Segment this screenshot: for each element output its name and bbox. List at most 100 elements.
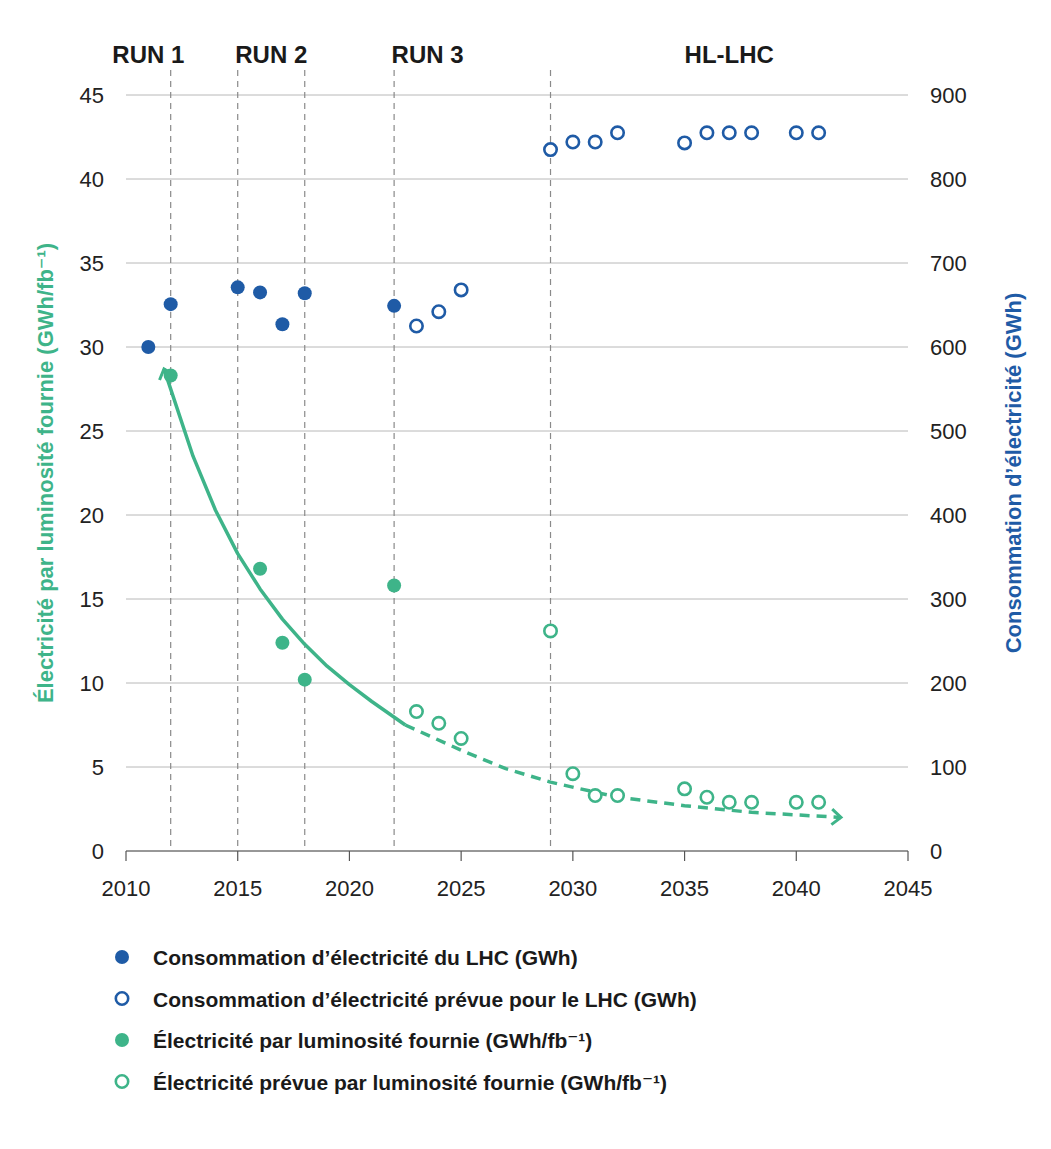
data-point: [298, 673, 312, 687]
data-point: [164, 369, 178, 383]
y2-tick-label: 400: [930, 503, 967, 528]
grid-line: [126, 683, 908, 684]
period-boundary: [550, 70, 551, 851]
legend-marker: [116, 992, 128, 1004]
grid-line: [126, 179, 908, 180]
y2-tick-label: 500: [930, 419, 967, 444]
data-point: [410, 705, 422, 717]
y-tick-label: 5: [92, 755, 104, 780]
legend-marker: [115, 950, 129, 964]
period-label: HL-LHC: [685, 41, 774, 68]
data-point: [544, 625, 556, 637]
x-tick-label: 2035: [660, 876, 709, 901]
grid-line: [126, 599, 908, 600]
data-point: [812, 796, 824, 808]
plot-area: [141, 127, 841, 825]
data-point: [723, 127, 735, 139]
period-boundary: [394, 70, 395, 851]
legend-label: Consommation d’électricité du LHC (GWh): [153, 946, 578, 969]
grid-line: [126, 347, 908, 348]
y2-tick-label: 700: [930, 251, 967, 276]
data-point: [790, 127, 802, 139]
legend-marker: [115, 1033, 129, 1047]
y-tick-label: 45: [80, 83, 104, 108]
y2-tick-label: 600: [930, 335, 967, 360]
trend-line: [405, 725, 841, 817]
data-point: [544, 143, 556, 155]
data-point: [567, 768, 579, 780]
data-point: [275, 317, 289, 331]
data-point: [455, 732, 467, 744]
data-point: [812, 127, 824, 139]
data-point: [298, 286, 312, 300]
y2-tick-label: 200: [930, 671, 967, 696]
x-tick-label: 2025: [437, 876, 486, 901]
trend-line: [164, 369, 405, 725]
data-point: [589, 136, 601, 148]
y2-tick-label: 100: [930, 755, 967, 780]
legend-label: Électricité par luminosité fournie (GWh/…: [153, 1029, 592, 1052]
x-tick-label: 2030: [548, 876, 597, 901]
data-point: [611, 127, 623, 139]
trend-arrowhead: [831, 809, 841, 824]
data-point: [701, 791, 713, 803]
period-label: RUN 1: [112, 41, 184, 68]
y2-tick-label: 800: [930, 167, 967, 192]
data-point: [164, 297, 178, 311]
data-point: [387, 579, 401, 593]
period-label: RUN 3: [392, 41, 464, 68]
x-tick-label: 2015: [213, 876, 262, 901]
grid-line: [126, 95, 908, 96]
data-point: [745, 127, 757, 139]
data-point: [701, 127, 713, 139]
y-tick-label: 30: [80, 335, 104, 360]
data-point: [231, 280, 245, 294]
x-tick: [907, 851, 908, 861]
grid-line: [126, 263, 908, 264]
data-point: [387, 299, 401, 313]
data-point: [433, 306, 445, 318]
grid-line: [126, 515, 908, 516]
data-point: [723, 796, 735, 808]
grid-line: [126, 431, 908, 432]
x-tick: [461, 851, 462, 861]
y-tick-label: 0: [92, 839, 104, 864]
period-boundary: [170, 70, 171, 851]
y-tick-label: 10: [80, 671, 104, 696]
x-tick: [349, 851, 350, 861]
x-tick-label: 2010: [102, 876, 151, 901]
y2-tick-label: 300: [930, 587, 967, 612]
data-point: [745, 796, 757, 808]
y-tick-label: 20: [80, 503, 104, 528]
data-point: [589, 789, 601, 801]
x-tick: [125, 851, 126, 861]
legend-label: Consommation d’électricité prévue pour l…: [153, 988, 697, 1011]
y2-axis-title: Consommation d’électricité (GWh): [1001, 293, 1026, 654]
x-axis: [126, 850, 908, 851]
x-tick-label: 2045: [884, 876, 933, 901]
data-point: [141, 340, 155, 354]
y-axis-title: Électricité par luminosité fournie (GWh/…: [33, 243, 58, 703]
x-tick: [684, 851, 685, 861]
x-tick: [237, 851, 238, 861]
data-point: [275, 636, 289, 650]
data-point: [410, 320, 422, 332]
data-point: [790, 796, 802, 808]
y-tick-label: 35: [80, 251, 104, 276]
period-boundary: [304, 70, 305, 851]
x-tick: [796, 851, 797, 861]
period-boundary: [237, 70, 238, 851]
y2-tick-label: 0: [930, 839, 942, 864]
data-point: [678, 137, 690, 149]
data-point: [455, 284, 467, 296]
data-point: [567, 136, 579, 148]
y-tick-label: 15: [80, 587, 104, 612]
data-point: [611, 789, 623, 801]
data-point: [433, 717, 445, 729]
grid-line: [126, 851, 908, 852]
x-tick: [572, 851, 573, 861]
period-label: RUN 2: [235, 41, 307, 68]
y-tick-label: 25: [80, 419, 104, 444]
grid-line: [126, 767, 908, 768]
chart: RUN 1RUN 2RUN 3HL-LHC2010201520202025203…: [0, 0, 1051, 1149]
